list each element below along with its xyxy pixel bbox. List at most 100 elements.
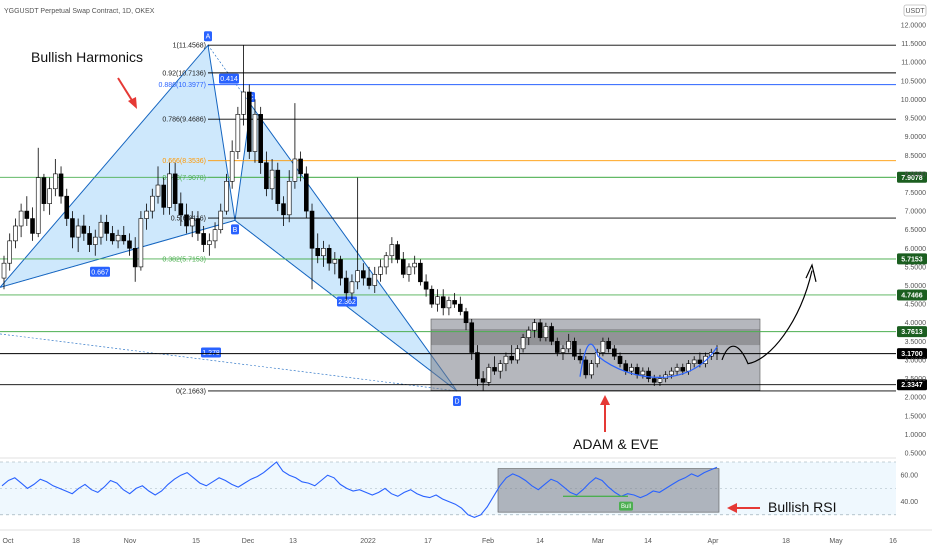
candle-body xyxy=(537,322,543,338)
candle-body xyxy=(406,266,412,275)
price-tick-label: 6.5000 xyxy=(905,227,927,234)
candle-body xyxy=(361,270,366,279)
price-tick-label: 5.0000 xyxy=(905,283,927,290)
candle-body xyxy=(606,341,611,350)
candle-body xyxy=(58,173,64,197)
candle-body xyxy=(13,225,18,242)
candle-body xyxy=(292,158,298,182)
candle-body xyxy=(207,240,212,245)
rsi-tick-label: 40.00 xyxy=(900,499,918,506)
time-tick-label: Nov xyxy=(124,538,137,545)
price-tick-label: 6.0000 xyxy=(905,246,927,253)
candle-body xyxy=(697,359,703,364)
fib-label: 0.886(10.3977) xyxy=(159,82,206,89)
time-tick-label: 18 xyxy=(72,538,80,545)
candle-body xyxy=(195,218,201,234)
ratio-badge xyxy=(219,73,239,84)
candle-body xyxy=(309,210,315,249)
candle-body xyxy=(509,355,514,361)
bcd-triangle xyxy=(234,103,458,392)
candle-body xyxy=(669,370,674,376)
candle-body xyxy=(286,181,292,216)
price-tick-label: 3.5000 xyxy=(905,339,927,346)
candle-body xyxy=(24,210,30,219)
candle-body xyxy=(657,378,663,383)
candle-body xyxy=(150,195,155,212)
time-tick-label: 13 xyxy=(289,538,297,545)
candle-body xyxy=(646,370,651,379)
candle-body xyxy=(7,240,13,264)
price-tick-label: 5.5000 xyxy=(905,264,927,271)
ratio-badge xyxy=(201,347,221,358)
candle-body xyxy=(315,248,321,257)
price-tick-label: 0.5000 xyxy=(905,451,927,458)
candle-body xyxy=(629,367,634,372)
price-tick-label: 9.0000 xyxy=(905,134,927,141)
time-tick-label: 15 xyxy=(192,538,200,545)
candle-body xyxy=(617,355,623,364)
ratio-label: 2.362 xyxy=(338,299,356,306)
level-price-badge xyxy=(897,348,927,360)
time-tick-label: 17 xyxy=(424,538,432,545)
candle-body xyxy=(572,341,577,357)
price-tick-label: 8.0000 xyxy=(905,171,927,178)
candle-body xyxy=(651,378,657,383)
candle-body xyxy=(400,259,406,275)
candle-body xyxy=(275,169,281,204)
bullish-harmonics-text: Bullish Harmonics xyxy=(31,49,143,65)
axes: 12.0000 11.5000 11.0000 10.5000 10.0000 9.500… xyxy=(3,23,927,546)
candle-body xyxy=(75,225,81,238)
ratio-label: 0.414 xyxy=(220,76,238,83)
candle-body xyxy=(35,177,41,234)
currency-badge[interactable]: USDT xyxy=(903,4,927,17)
candle-body xyxy=(691,359,697,364)
candle-body xyxy=(560,348,566,353)
candle-body xyxy=(110,233,115,242)
candle-body xyxy=(144,210,149,219)
projection-path xyxy=(721,270,813,365)
candle-body xyxy=(589,363,594,376)
fib-label: 0.92(10.7136) xyxy=(162,70,206,77)
candle-body xyxy=(161,184,167,208)
candle-body xyxy=(515,348,520,361)
fib-label: 0.382(5.7153) xyxy=(162,256,206,263)
ratio-badge xyxy=(90,266,110,277)
candle-body xyxy=(155,184,161,197)
price-tick-label: 2.5000 xyxy=(905,376,927,383)
time-tick-label: Oct xyxy=(3,538,14,545)
candles xyxy=(1,45,720,391)
fib-levels: 1(11.4568) 0.92(10.7136) 0.886(10.3977) 0.7… xyxy=(159,43,896,395)
candle-body xyxy=(252,114,258,152)
candle-body xyxy=(395,244,400,260)
candle-body xyxy=(583,359,589,376)
price-tick-label: 11.5000 xyxy=(901,41,926,48)
time-tick-label: May xyxy=(829,538,843,545)
candle-body xyxy=(138,218,144,268)
candle-body xyxy=(30,218,35,234)
bullish-rsi-text: Bullish RSI xyxy=(768,499,836,515)
rsi-panel: Bull 60.00 40.00 xyxy=(0,461,918,518)
harmonics-arrow-head xyxy=(128,97,137,109)
candle-body xyxy=(104,221,109,234)
candle-body xyxy=(634,367,640,376)
harmonics-arrow-shaft xyxy=(117,77,134,103)
candle-body xyxy=(623,363,629,372)
price-tick-label: 10.0000 xyxy=(901,97,926,104)
candle-body xyxy=(349,281,355,294)
adam-eve-text: ADAM & EVE xyxy=(573,436,659,452)
fib-label: 0.786(9.4686) xyxy=(162,117,206,124)
pattern-point-label: B xyxy=(233,227,238,234)
level-price-label: 3.1700 xyxy=(901,351,923,358)
candle-body xyxy=(418,262,423,283)
candle-body xyxy=(497,363,503,372)
candle-body xyxy=(53,173,58,190)
level-price-badge xyxy=(897,379,927,391)
candle-body xyxy=(332,259,338,264)
pattern-point-label: D xyxy=(454,398,459,405)
candle-body xyxy=(554,341,560,353)
bull-badge-label: Bull xyxy=(621,504,631,510)
candle-body xyxy=(577,355,583,361)
level-price-label: 4.7466 xyxy=(901,292,923,299)
candle-body xyxy=(189,218,195,227)
